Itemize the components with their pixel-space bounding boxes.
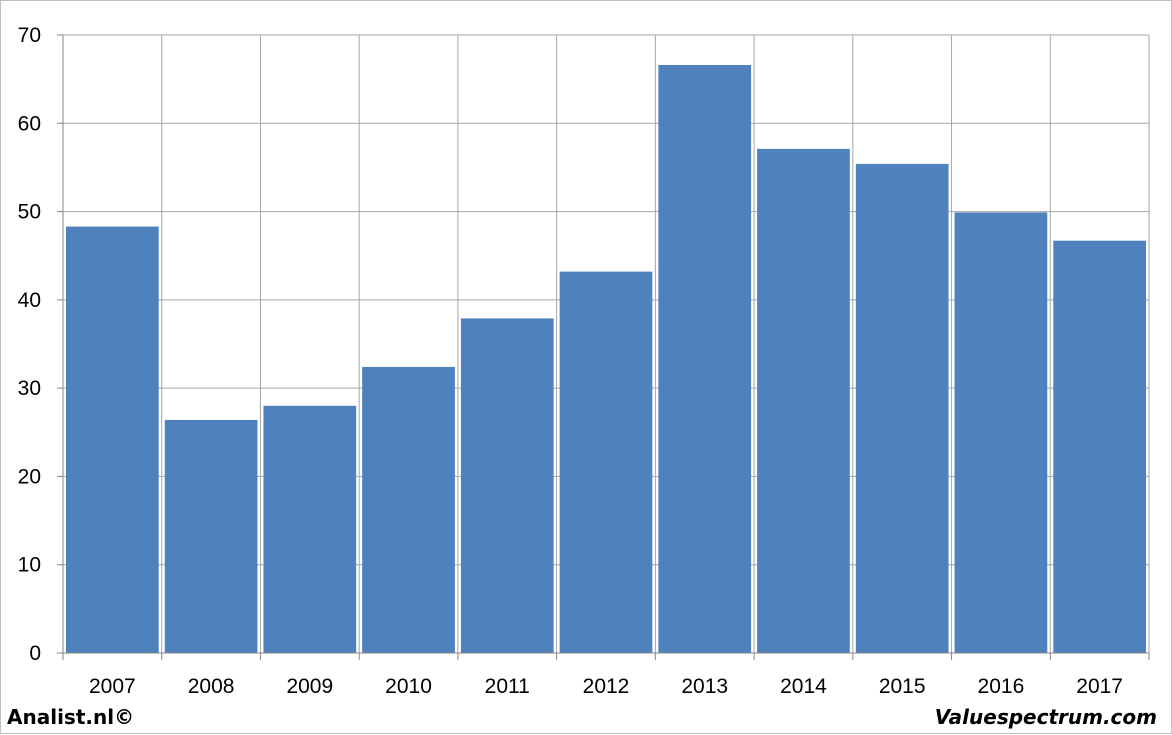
bar (66, 226, 159, 653)
y-tick-label: 40 (18, 289, 41, 312)
x-tick-label: 2010 (385, 675, 432, 698)
bar (164, 419, 258, 653)
bar (855, 163, 949, 653)
bar (757, 148, 850, 654)
x-tick-label: 2011 (485, 675, 530, 698)
bar (362, 366, 455, 653)
y-tick-label: 10 (18, 554, 41, 577)
x-tick-label: 2015 (879, 675, 926, 698)
bar (954, 212, 1048, 653)
y-tick-labels: 0 10 20 30 40 50 60 70 (18, 24, 41, 665)
bar (1053, 240, 1146, 653)
x-tick-labels: 2007 2008 2009 2010 2011 2012 2013 2014 2015 2016… (89, 675, 1123, 698)
bar (658, 65, 752, 653)
x-tick-label: 2009 (286, 675, 333, 698)
bars (66, 65, 1146, 654)
source-credit: Analist.nl© (7, 705, 135, 729)
y-tick-label: 0 (29, 642, 41, 665)
x-tick-label: 2012 (583, 675, 630, 698)
x-tick-label: 2016 (978, 675, 1025, 698)
bar (263, 405, 357, 653)
y-tick-label: 30 (18, 377, 41, 400)
bar (559, 271, 653, 653)
y-tick-label: 20 (18, 465, 41, 488)
grid (62, 34, 1150, 653)
x-tick-label: 2017 (1076, 675, 1123, 698)
y-tick-label: 70 (18, 24, 41, 47)
x-tick-label: 2013 (681, 675, 728, 698)
y-tick-label: 60 (18, 112, 41, 135)
site-credit: Valuespectrum.com (934, 705, 1157, 729)
x-tick-label: 2007 (89, 675, 136, 698)
axes (57, 34, 1150, 660)
y-tick-label: 50 (18, 201, 41, 224)
bar (460, 318, 554, 653)
x-tick-label: 2008 (188, 675, 235, 698)
x-tick-label: 2014 (780, 675, 827, 698)
